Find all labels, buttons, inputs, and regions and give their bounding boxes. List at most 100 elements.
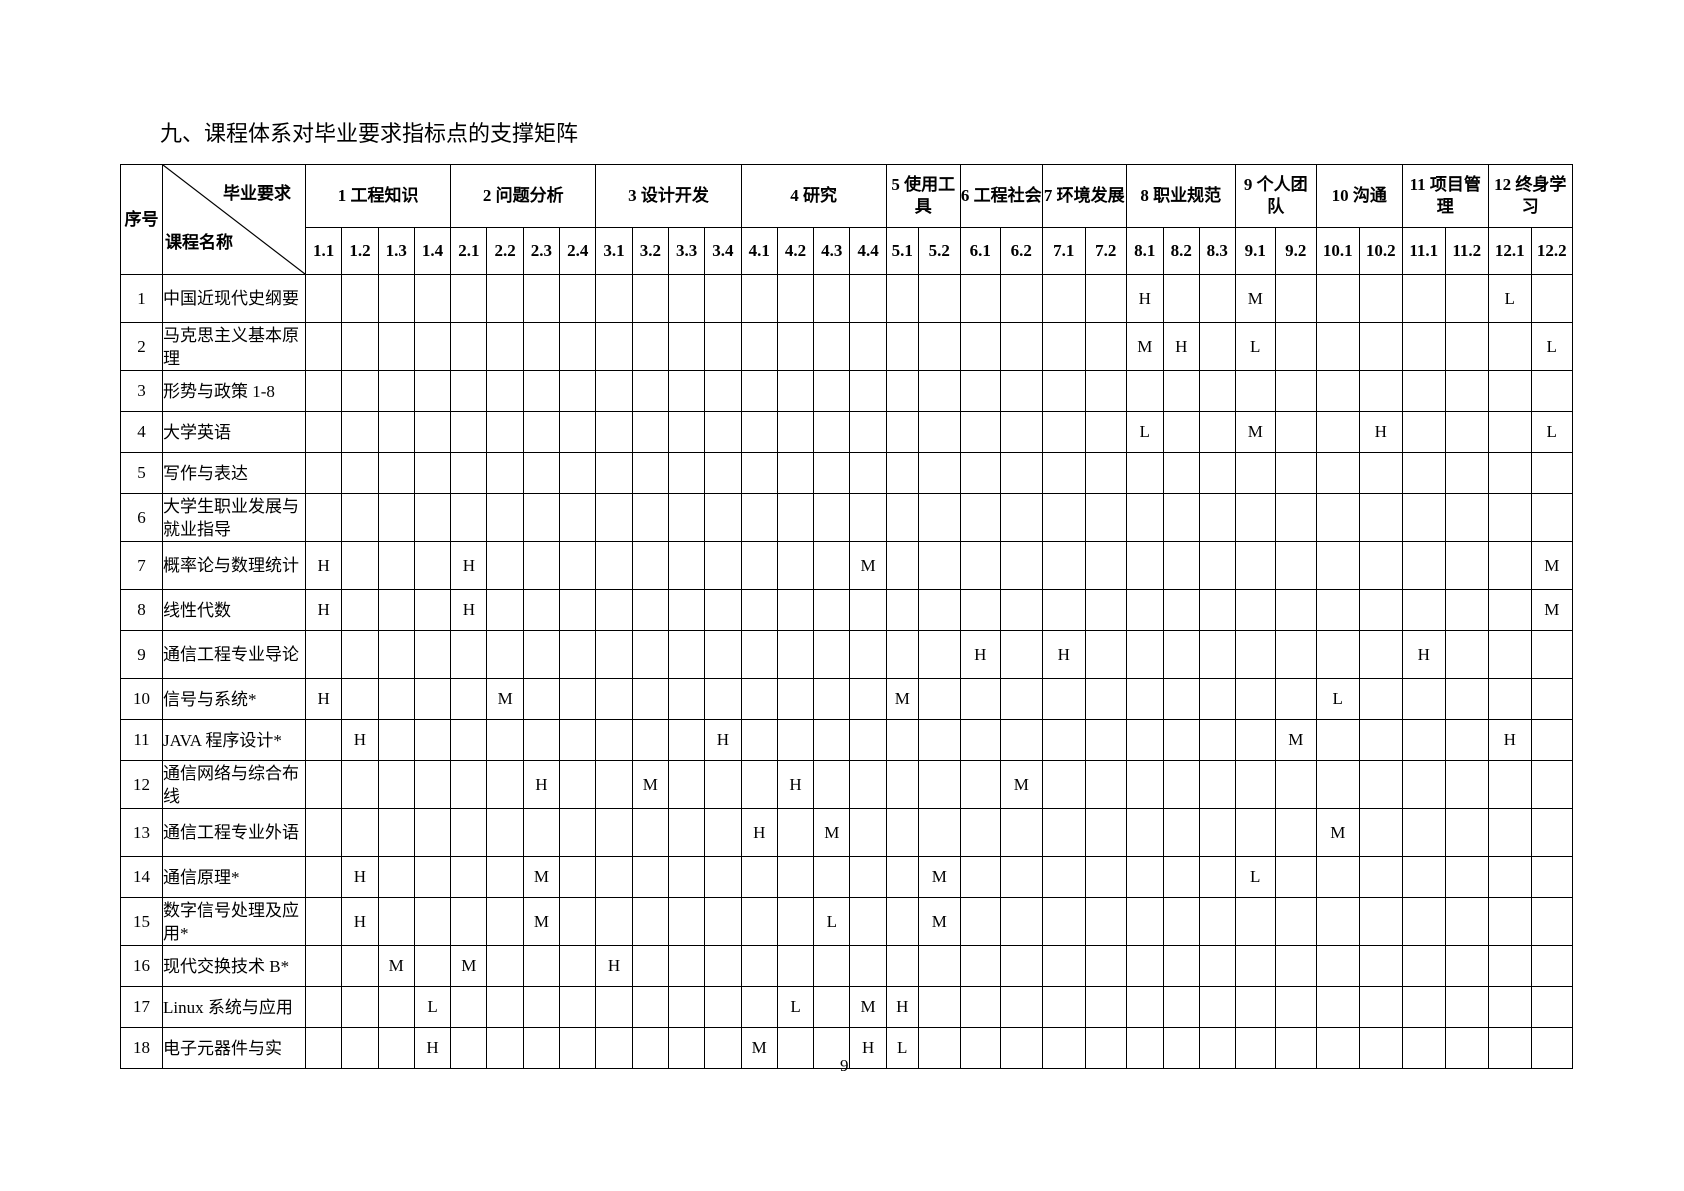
support-level-cell [704, 760, 742, 809]
support-level-cell [1487, 856, 1532, 898]
support-level-cell [959, 986, 1001, 1028]
group-header: 5 使用工具 [885, 164, 961, 228]
support-level-cell [1162, 808, 1200, 857]
support-level-cell [1444, 452, 1489, 494]
support-level-cell: L [1234, 322, 1276, 371]
support-level-cell [1530, 1027, 1573, 1069]
support-level-cell [341, 370, 379, 412]
support-level-cell [1198, 719, 1236, 761]
support-level-cell [885, 589, 919, 631]
support-level-cell [1358, 541, 1403, 590]
support-level-cell [522, 274, 561, 323]
support-level-cell [1041, 678, 1086, 720]
support-level-cell [813, 1027, 851, 1069]
support-level-cell: M [450, 945, 488, 987]
table-row: 13 通信工程专业外语 H M M [120, 808, 1573, 857]
support-level-cell [595, 370, 633, 412]
support-level-cell [595, 719, 633, 761]
support-level-cell [813, 322, 851, 371]
support-level-cell [559, 856, 597, 898]
support-level-cell [341, 589, 379, 631]
support-level-cell [813, 493, 851, 542]
support-level-cell [522, 589, 561, 631]
support-level-cell [917, 589, 961, 631]
support-level-cell [1487, 452, 1532, 494]
support-level-cell [1234, 630, 1276, 679]
support-level-cell: H [341, 897, 379, 946]
support-level-cell [813, 678, 851, 720]
support-level-cell [849, 370, 887, 412]
indicator-header: 2.1 [450, 227, 488, 275]
support-level-cell [522, 322, 561, 371]
support-level-cell [667, 897, 706, 946]
support-level-cell [999, 945, 1043, 987]
support-level-cell [1274, 856, 1317, 898]
group-header: 1 工程知识 [304, 164, 452, 228]
support-level-cell [304, 986, 343, 1028]
support-level-cell [885, 856, 919, 898]
support-level-cell [959, 452, 1001, 494]
support-level-cell [341, 945, 379, 987]
support-level-cell [1444, 322, 1489, 371]
support-level-cell: M [631, 760, 669, 809]
support-level-cell [917, 370, 961, 412]
support-level-cell [999, 897, 1043, 946]
support-level-cell [413, 808, 452, 857]
support-level-cell [559, 719, 597, 761]
support-level-cell [1358, 760, 1403, 809]
support-level-cell [917, 945, 961, 987]
support-level-cell [1315, 370, 1360, 412]
support-level-cell [813, 719, 851, 761]
support-level-cell [740, 541, 778, 590]
support-level-cell [559, 808, 597, 857]
support-level-cell: H [341, 856, 379, 898]
indicator-header: 9.2 [1274, 227, 1317, 275]
support-level-cell [559, 274, 597, 323]
course-name: Linux 系统与应用 [162, 986, 306, 1028]
support-level-cell [813, 411, 851, 453]
support-level-cell [1487, 322, 1532, 371]
support-level-cell [1084, 897, 1127, 946]
course-name: 电子元器件与实 [162, 1027, 306, 1069]
support-level-cell [1274, 986, 1317, 1028]
support-level-cell [486, 760, 524, 809]
support-level-cell [450, 856, 488, 898]
support-level-cell [667, 1027, 706, 1069]
indicator-header: 1.1 [304, 227, 343, 275]
support-level-cell [813, 986, 851, 1028]
support-level-cell [1487, 1027, 1532, 1069]
indicator-header: 1.2 [341, 227, 379, 275]
support-level-cell: H [304, 589, 343, 631]
support-level-cell [377, 760, 415, 809]
support-level-cell [1125, 719, 1164, 761]
support-level-cell [1162, 719, 1200, 761]
page-title: 九、课程体系对毕业要求指标点的支撑矩阵 [160, 122, 579, 147]
support-level-cell [1274, 945, 1317, 987]
support-level-cell [1274, 897, 1317, 946]
support-level-cell [1274, 630, 1317, 679]
support-level-cell [595, 541, 633, 590]
indicator-header: 3.1 [595, 227, 633, 275]
support-level-cell [1315, 541, 1360, 590]
group-header: 12 终身学习 [1487, 164, 1573, 228]
support-level-cell [413, 452, 452, 494]
support-level-cell [486, 856, 524, 898]
support-level-cell: M [1530, 589, 1573, 631]
support-level-cell [667, 630, 706, 679]
support-level-cell [1198, 1027, 1236, 1069]
support-level-cell [377, 589, 415, 631]
support-level-cell [486, 274, 524, 323]
support-level-cell [450, 411, 488, 453]
support-level-cell [813, 589, 851, 631]
support-level-cell [813, 630, 851, 679]
support-level-cell [631, 808, 669, 857]
support-level-cell: H [776, 760, 815, 809]
support-level-cell [1530, 452, 1573, 494]
support-level-cell [486, 897, 524, 946]
support-level-cell [413, 719, 452, 761]
support-level-cell [776, 541, 815, 590]
support-level-cell [885, 630, 919, 679]
support-level-cell [740, 493, 778, 542]
support-level-cell [1358, 322, 1403, 371]
support-level-cell [1162, 945, 1200, 987]
